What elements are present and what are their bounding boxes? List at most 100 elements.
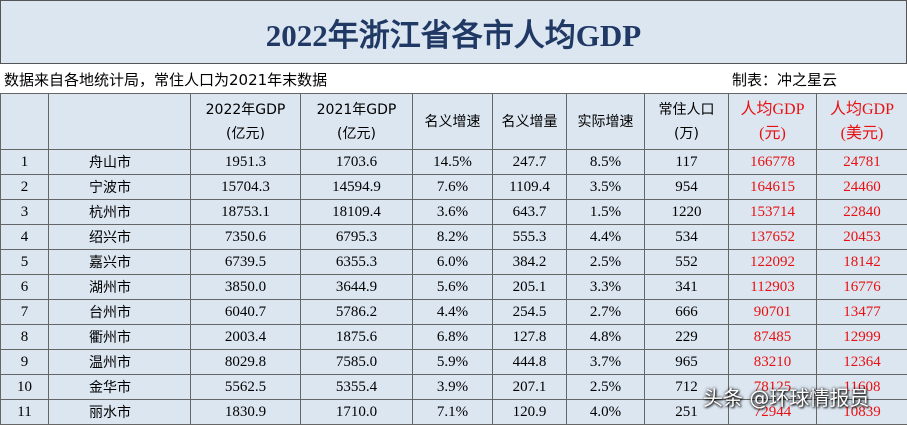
table-cell: 1109.4 <box>493 175 567 200</box>
table-cell: 1220 <box>645 200 729 225</box>
table-cell: 杭州市 <box>49 200 191 225</box>
table-cell: 6.8% <box>413 325 493 350</box>
table-cell: 164615 <box>729 175 817 200</box>
source-note: 数据来自各地统计局，常住人口为2021年末数据 <box>4 69 327 90</box>
table-cell: 18109.4 <box>301 200 413 225</box>
table-cell: 舟山市 <box>49 150 191 175</box>
header-text: 名义增量 <box>493 110 566 134</box>
table-cell: 247.7 <box>493 150 567 175</box>
table-cell: 6739.5 <box>191 250 301 275</box>
table-cell: 1.5% <box>567 200 645 225</box>
header-cell: 名义增速 <box>413 94 493 150</box>
table-cell: 137652 <box>729 225 817 250</box>
table-cell: 宁波市 <box>49 175 191 200</box>
table-cell: 965 <box>645 350 729 375</box>
header-text: (亿元) <box>301 122 412 146</box>
table-cell: 5 <box>1 250 49 275</box>
table-cell: 13477 <box>817 300 907 325</box>
table-cell: 8 <box>1 325 49 350</box>
table-cell: 4.0% <box>567 400 645 425</box>
table-cell: 8.5% <box>567 150 645 175</box>
table-cell: 14.5% <box>413 150 493 175</box>
table-cell: 1830.9 <box>191 400 301 425</box>
table-cell: 3.7% <box>567 350 645 375</box>
header-text: 名义增速 <box>413 110 492 134</box>
table-cell: 954 <box>645 175 729 200</box>
table-cell: 229 <box>645 325 729 350</box>
table-cell: 166778 <box>729 150 817 175</box>
table-cell: 20453 <box>817 225 907 250</box>
table-cell: 8.2% <box>413 225 493 250</box>
header-cell <box>1 94 49 150</box>
table-cell: 嘉兴市 <box>49 250 191 275</box>
table-cell: 3.3% <box>567 275 645 300</box>
table-cell: 2.7% <box>567 300 645 325</box>
table-cell: 1710.0 <box>301 400 413 425</box>
header-text: 常住人口 <box>645 98 728 122</box>
maker-note: 制表：冲之星云 <box>732 69 837 90</box>
watermark: 头条 @环球情报员 <box>703 382 869 411</box>
table-cell: 18753.1 <box>191 200 301 225</box>
table-cell: 11 <box>1 400 49 425</box>
header-text: (万) <box>645 122 728 146</box>
table-cell: 6355.3 <box>301 250 413 275</box>
table-cell: 552 <box>645 250 729 275</box>
table-cell: 207.1 <box>493 375 567 400</box>
table-cell: 台州市 <box>49 300 191 325</box>
table-cell: 3850.0 <box>191 275 301 300</box>
table-cell: 2.5% <box>567 375 645 400</box>
table-cell: 3.5% <box>567 175 645 200</box>
table-cell: 22840 <box>817 200 907 225</box>
table-cell: 341 <box>645 275 729 300</box>
table-cell: 4.8% <box>567 325 645 350</box>
table-cell: 5786.2 <box>301 300 413 325</box>
header-cell: 2022年GDP(亿元) <box>191 94 301 150</box>
header-text: 2022年GDP <box>191 98 300 122</box>
table-cell: 666 <box>645 300 729 325</box>
table-cell: 7.6% <box>413 175 493 200</box>
table-cell: 3 <box>1 200 49 225</box>
header-text: (亿元) <box>191 122 300 146</box>
table-cell: 120.9 <box>493 400 567 425</box>
table-cell: 534 <box>645 225 729 250</box>
table-cell: 4 <box>1 225 49 250</box>
table-cell: 5355.4 <box>301 375 413 400</box>
table-cell: 16776 <box>817 275 907 300</box>
table-cell: 6795.3 <box>301 225 413 250</box>
table-cell: 153714 <box>729 200 817 225</box>
table-cell: 衢州市 <box>49 325 191 350</box>
table-cell: 3644.9 <box>301 275 413 300</box>
table-cell: 1703.6 <box>301 150 413 175</box>
table-cell: 555.3 <box>493 225 567 250</box>
table-cell: 丽水市 <box>49 400 191 425</box>
table-cell: 205.1 <box>493 275 567 300</box>
table-cell: 5.9% <box>413 350 493 375</box>
table-cell: 24781 <box>817 150 907 175</box>
table-cell: 384.2 <box>493 250 567 275</box>
table-cell: 金华市 <box>49 375 191 400</box>
info-row: 数据来自各地统计局，常住人口为2021年末数据 制表：冲之星云 <box>0 64 907 92</box>
table-cell: 15704.3 <box>191 175 301 200</box>
table-cell: 6 <box>1 275 49 300</box>
table-cell: 12364 <box>817 350 907 375</box>
table-cell: 温州市 <box>49 350 191 375</box>
table-cell: 4.4% <box>413 300 493 325</box>
header-cell: 名义增量 <box>493 94 567 150</box>
header-cell: 人均GDP(美元) <box>817 94 907 150</box>
table-cell: 83210 <box>729 350 817 375</box>
table-cell: 1875.6 <box>301 325 413 350</box>
table-cell: 7585.0 <box>301 350 413 375</box>
header-cell: 2021年GDP(亿元) <box>301 94 413 150</box>
header-cell: 人均GDP(元) <box>729 94 817 150</box>
header-cell: 实际增速 <box>567 94 645 150</box>
table-cell: 18142 <box>817 250 907 275</box>
